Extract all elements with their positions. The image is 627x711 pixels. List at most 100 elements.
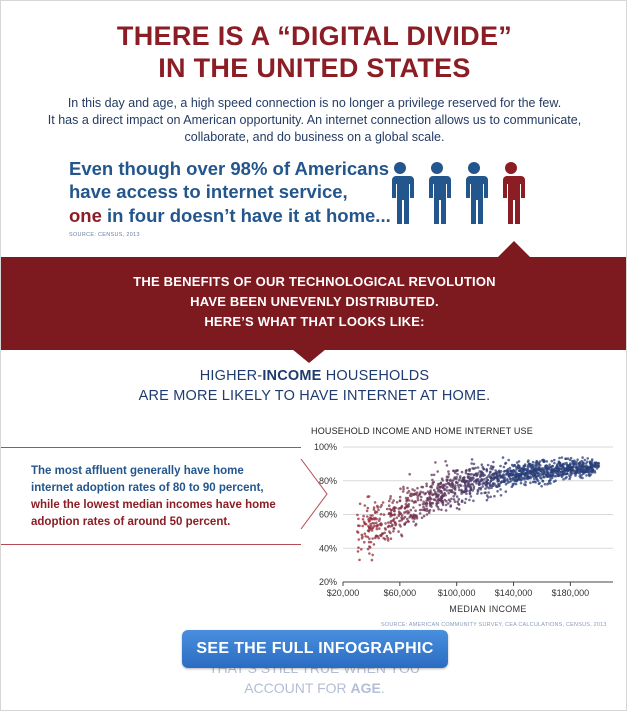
scatter-point — [398, 495, 402, 499]
scatter-point — [520, 478, 524, 481]
scatter-point — [422, 500, 425, 504]
scatter-point — [482, 481, 486, 484]
scatter-point — [560, 467, 564, 471]
scatter-point — [524, 480, 527, 484]
people-icons — [390, 162, 525, 224]
scatter-point — [542, 475, 545, 479]
section-heading-bold: INCOME — [262, 368, 322, 384]
scatter-point — [416, 486, 419, 490]
scatter-point — [412, 493, 415, 496]
scatter-point — [476, 466, 480, 469]
scatter-point — [425, 507, 429, 511]
scatter-point — [509, 479, 513, 483]
intro-line1: In this day and age, a high speed connec… — [67, 96, 562, 110]
scatter-point — [464, 486, 468, 490]
scatter-point — [575, 466, 578, 470]
scatter-point — [415, 517, 419, 520]
scatter-point — [366, 547, 370, 551]
y-tick-label: 40% — [319, 543, 337, 553]
intro-line2: It has a direct impact on American oppor… — [47, 113, 582, 127]
scatter-point — [521, 467, 524, 470]
scatter-point — [443, 488, 446, 492]
scatter-point — [488, 473, 491, 476]
scatter-point — [440, 490, 443, 493]
scatter-point — [399, 525, 402, 528]
scatter-point — [591, 469, 594, 472]
scatter-point — [397, 514, 401, 518]
scatter-point — [486, 475, 490, 478]
scatter-point — [510, 473, 514, 476]
scatter-point — [554, 479, 557, 482]
scatter-point — [522, 476, 526, 480]
scatter-point — [532, 477, 536, 480]
scatter-point — [562, 466, 566, 469]
scatter-point — [371, 537, 374, 540]
scatter-point — [570, 472, 574, 475]
scatter-point — [372, 517, 375, 520]
scatter-point — [425, 499, 428, 502]
scatter-point — [389, 497, 392, 500]
scatter-chart: 20% 40% 60% 80% 100% $20,000 $60,000 $100,000 $1… — [314, 442, 613, 614]
scatter-point — [428, 499, 431, 503]
scatter-point — [399, 487, 402, 490]
scatter-point — [408, 472, 411, 476]
scatter-point — [521, 470, 525, 474]
y-tick-label: 80% — [319, 476, 337, 486]
scatter-point — [541, 479, 544, 483]
scatter-point — [393, 509, 396, 513]
scatter-point — [457, 479, 461, 482]
scatter-point — [498, 482, 501, 486]
scatter-point — [377, 519, 381, 522]
scatter-point — [590, 459, 594, 463]
scatter-point — [451, 482, 454, 485]
scatter-point — [485, 494, 489, 497]
scatter-point — [557, 468, 561, 471]
scatter-point — [524, 476, 528, 480]
section-heading-line2: ARE MORE LIKELY TO HAVE INTERNET AT HOME… — [138, 388, 491, 404]
callout-line4: adoption rates of around 50 percent. — [31, 516, 231, 528]
scatter-point — [486, 486, 489, 489]
scatter-point — [522, 472, 525, 476]
scatter-point — [414, 524, 417, 527]
scatter-point — [515, 461, 519, 464]
scatter-point — [379, 512, 383, 516]
scatter-point — [512, 464, 515, 468]
scatter-point — [469, 477, 472, 480]
scatter-point — [377, 536, 380, 540]
scatter-point — [401, 490, 405, 493]
y-tick-label: 100% — [314, 442, 337, 452]
faded-line2-post: . — [380, 680, 385, 696]
scatter-point — [441, 479, 444, 482]
scatter-point — [444, 503, 448, 507]
scatter-point — [538, 472, 541, 475]
scatter-point — [452, 495, 455, 498]
scatter-point — [518, 469, 521, 473]
scatter-point — [499, 488, 502, 491]
scatter-point — [588, 474, 591, 478]
scatter-point — [499, 481, 503, 484]
scatter-point — [458, 507, 461, 511]
scatter-point — [387, 504, 391, 507]
scatter-point — [381, 501, 385, 504]
scatter-point — [496, 477, 499, 481]
scatter-point — [392, 499, 395, 502]
scatter-point — [427, 497, 431, 501]
x-tick-label: $100,000 — [438, 588, 476, 598]
scatter-point — [465, 468, 468, 472]
scatter-point — [373, 501, 377, 504]
scatter-point — [454, 469, 458, 472]
scatter-point — [581, 456, 584, 459]
scatter-point — [416, 494, 419, 497]
scatter-point — [549, 468, 552, 472]
see-full-infographic-button[interactable]: SEE THE FULL INFOGRAPHIC — [182, 630, 448, 668]
scatter-point — [541, 466, 544, 470]
scatter-point — [534, 469, 538, 472]
scatter-point — [451, 484, 455, 488]
scatter-point — [435, 504, 438, 507]
scatter-point — [435, 494, 439, 498]
scatter-point — [375, 521, 378, 525]
scatter-point — [578, 470, 582, 474]
scatter-point — [596, 464, 599, 468]
scatter-point — [356, 550, 360, 553]
scatter-point — [476, 472, 480, 475]
